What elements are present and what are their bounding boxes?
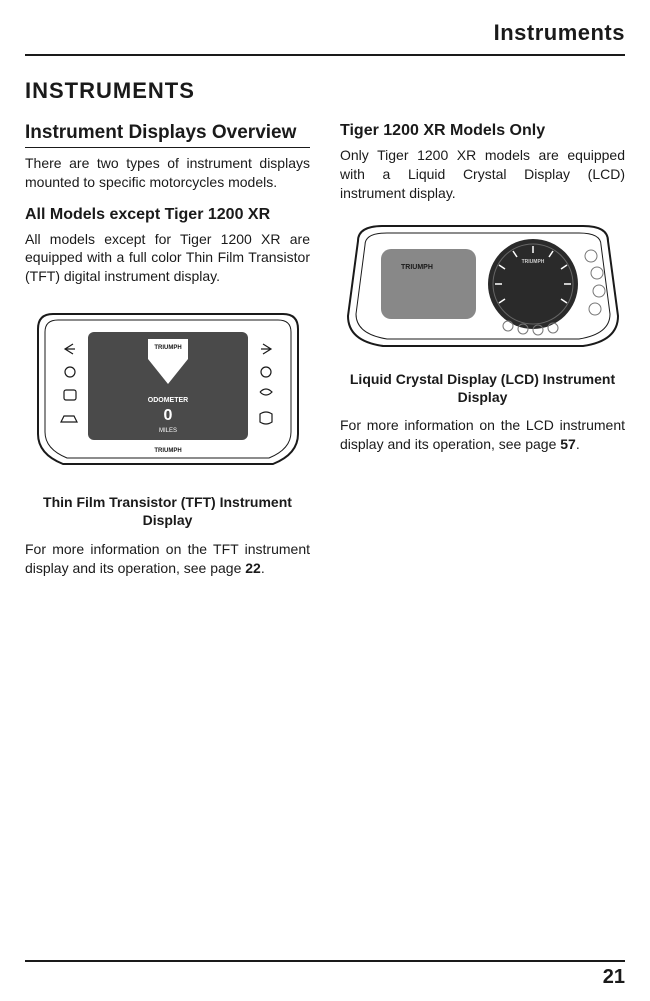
lcd-figure: TRIUMPH TRIUMPH xyxy=(340,221,625,356)
footer: 21 xyxy=(25,960,625,989)
tft-brand-small: TRIUMPH xyxy=(154,448,181,454)
lcd-more-info: For more information on the LCD instrume… xyxy=(340,416,625,454)
odometer-value: 0 xyxy=(163,407,172,424)
lcd-page-ref: 57 xyxy=(560,436,576,452)
odometer-label: ODOMETER xyxy=(147,397,187,404)
footer-rule xyxy=(25,960,625,962)
tft-figure: TRIUMPH ODOMETER 0 MILES T xyxy=(25,304,310,479)
lcd-brand-left: TRIUMPH xyxy=(401,264,433,271)
turn-right-icon xyxy=(261,344,271,354)
section-header: Instruments xyxy=(25,20,625,46)
info-icon xyxy=(64,390,76,400)
content-columns: Instrument Displays Overview There are t… xyxy=(25,122,625,581)
tft-caption: Thin Film Transistor (TFT) Instrument Di… xyxy=(25,493,310,529)
lcd-caption: Liquid Crystal Display (LCD) Instrument … xyxy=(340,370,625,406)
oil-icon xyxy=(260,389,272,395)
lcd-info-text-a: For more information on the LCD instrume… xyxy=(340,417,625,452)
all-models-text: All models except for Tiger 1200 XR are … xyxy=(25,230,310,287)
overview-text: There are two types of instrument displa… xyxy=(25,154,310,192)
page-title: INSTRUMENTS xyxy=(25,78,625,104)
tft-brand: TRIUMPH xyxy=(154,345,181,351)
tft-info-text-b: . xyxy=(261,560,265,576)
page-number: 21 xyxy=(25,966,625,989)
engine-icon xyxy=(260,412,272,424)
warning-icon xyxy=(65,367,75,377)
right-column: Tiger 1200 XR Models Only Only Tiger 120… xyxy=(340,122,625,581)
left-column: Instrument Displays Overview There are t… xyxy=(25,122,310,581)
abs-icon xyxy=(261,367,271,377)
tft-info-text-a: For more information on the TFT instrume… xyxy=(25,541,310,576)
lcd-info-text-b: . xyxy=(576,436,580,452)
overview-heading: Instrument Displays Overview xyxy=(25,122,310,148)
tiger-heading: Tiger 1200 XR Models Only xyxy=(340,122,625,140)
tft-page-ref: 22 xyxy=(245,560,261,576)
all-models-heading: All Models except Tiger 1200 XR xyxy=(25,206,310,224)
lcd-brand-dial: TRIUMPH xyxy=(521,259,544,265)
header-rule xyxy=(25,54,625,56)
tiger-text: Only Tiger 1200 XR models are equipped w… xyxy=(340,146,625,203)
tft-more-info: For more information on the TFT instrume… xyxy=(25,540,310,578)
turn-left-icon xyxy=(65,344,75,354)
fuel-icon xyxy=(61,416,77,422)
odometer-unit: MILES xyxy=(158,428,176,434)
